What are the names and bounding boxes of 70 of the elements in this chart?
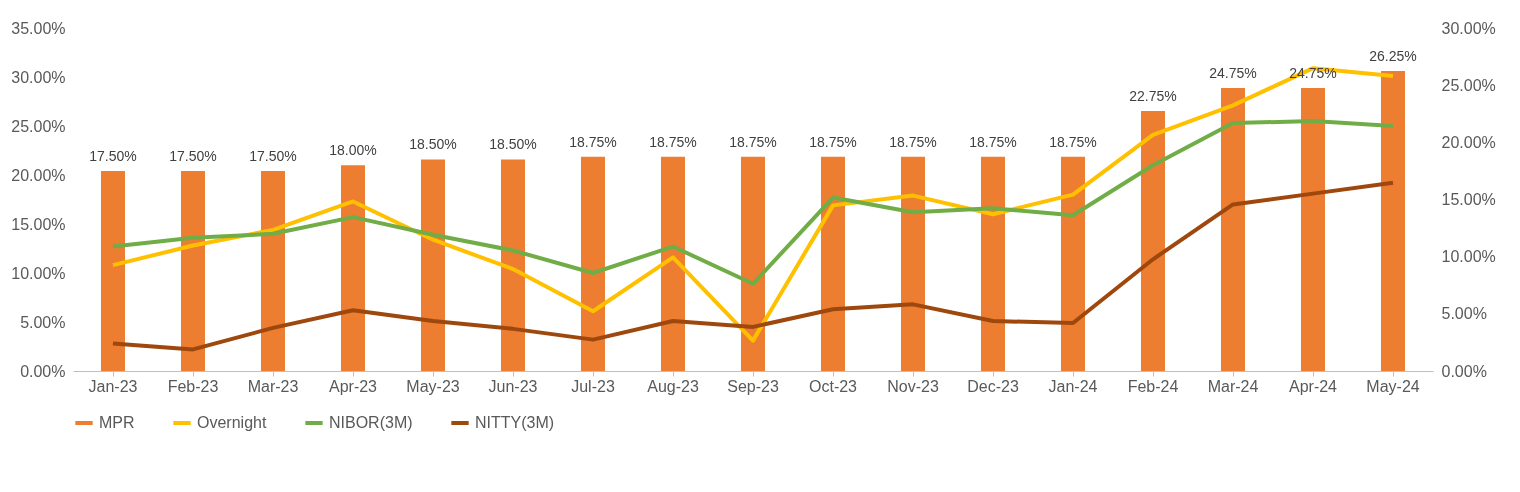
x-tick-label: Feb-24: [1127, 377, 1179, 395]
bar: [981, 156, 1005, 371]
data-label: 22.75%: [1129, 87, 1177, 104]
bar: [1381, 70, 1405, 371]
data-label: 18.75%: [809, 133, 857, 150]
bar: [181, 170, 205, 371]
y-tick-label: 15.00%: [11, 215, 66, 233]
legend-label: MPR: [99, 414, 135, 431]
bar: [741, 156, 765, 371]
data-label: 18.50%: [489, 136, 537, 153]
x-tick-label: Apr-24: [1288, 377, 1338, 395]
y2-tick-label: 20.00%: [1441, 133, 1496, 151]
bar: [661, 156, 685, 371]
y-tick-label: 20.00%: [11, 166, 66, 184]
x-tick-label: May-24: [1366, 377, 1420, 395]
y2-tick-label: 15.00%: [1441, 191, 1496, 208]
y-tick-label: 10.00%: [11, 264, 66, 282]
data-label: 18.75%: [1049, 133, 1097, 150]
bar: [581, 156, 605, 371]
x-tick-label: Oct-23: [808, 377, 858, 395]
x-tick-label: Dec-23: [967, 377, 1019, 395]
data-label: 18.00%: [329, 142, 377, 159]
x-tick-label: Jan-23: [88, 377, 138, 395]
data-label: 18.75%: [569, 133, 617, 150]
legend-label: NITTY(3M): [475, 414, 555, 431]
bar: [901, 156, 925, 371]
data-label: 24.75%: [1209, 65, 1257, 82]
y2-tick-label: 25.00%: [1441, 76, 1496, 94]
x-tick-label: Jul-23: [571, 377, 615, 395]
bar: [501, 159, 525, 371]
legend-label: NIBOR(3M): [329, 414, 413, 431]
x-tick-label: Aug-23: [647, 377, 699, 395]
x-tick-label: Sep-23: [727, 377, 779, 395]
x-tick-label: Jan-24: [1048, 377, 1098, 395]
x-tick-label: May-23: [406, 377, 460, 395]
bar: [101, 170, 125, 371]
data-label: 18.50%: [409, 136, 457, 153]
bar: [341, 165, 365, 371]
data-label: 18.75%: [969, 133, 1017, 150]
y2-tick-label: 10.00%: [1441, 248, 1496, 266]
x-tick-label: Mar-24: [1207, 377, 1259, 395]
data-label: 17.50%: [249, 147, 297, 164]
y-tick-label: 5.00%: [20, 313, 66, 331]
bar: [821, 156, 845, 371]
y-tick-label: 30.00%: [11, 68, 66, 86]
bar: [1061, 156, 1085, 371]
data-label: 18.75%: [889, 133, 937, 150]
y-tick-label: 35.00%: [11, 19, 66, 37]
bar: [261, 170, 285, 371]
x-tick-label: Jun-23: [488, 377, 538, 395]
y-tick-label: 0.00%: [20, 362, 66, 380]
bar: [1221, 88, 1245, 371]
data-label: 26.25%: [1369, 47, 1417, 64]
y2-tick-label: 0.00%: [1441, 362, 1487, 380]
legend-label: Overnight: [197, 414, 267, 431]
x-tick-label: Feb-23: [167, 377, 219, 395]
data-label: 18.75%: [729, 133, 777, 150]
data-label: 17.50%: [89, 147, 137, 164]
data-label: 17.50%: [169, 147, 217, 164]
y2-tick-label: 5.00%: [1441, 305, 1487, 323]
data-label: 18.75%: [649, 133, 697, 150]
x-tick-label: Mar-23: [247, 377, 299, 395]
y2-tick-label: 30.00%: [1441, 19, 1496, 37]
bar: [1141, 110, 1165, 371]
x-tick-label: Apr-23: [328, 377, 378, 395]
y-tick-label: 25.00%: [11, 117, 66, 135]
bar: [421, 159, 445, 371]
line-series: [111, 180, 1395, 352]
bar: [1301, 88, 1325, 371]
x-tick-label: Nov-23: [887, 377, 939, 395]
